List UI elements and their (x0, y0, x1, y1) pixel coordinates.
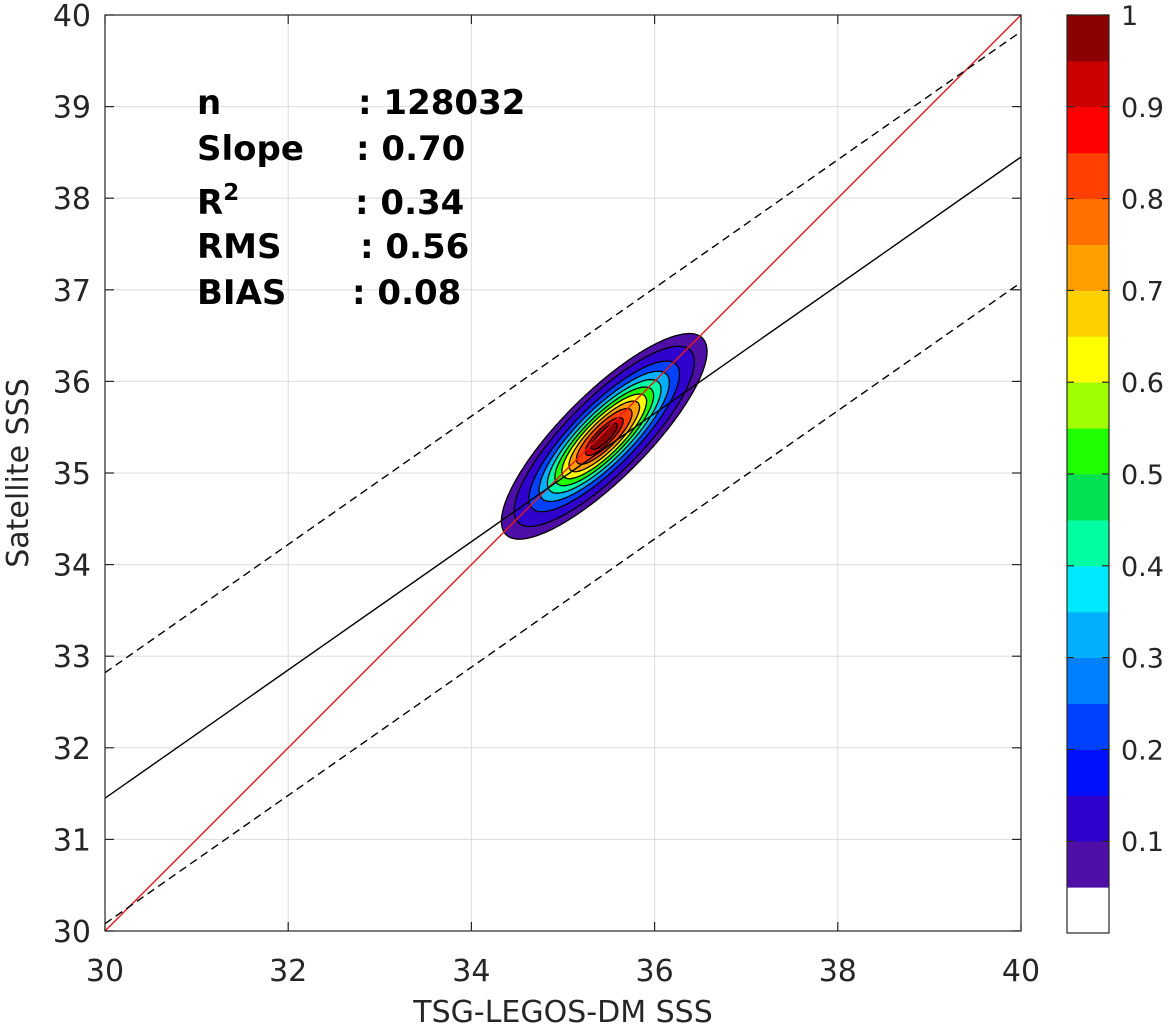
colorbar-bin (1067, 244, 1109, 291)
colorbar-bin (1067, 336, 1109, 383)
y-tick-label: 30 (53, 915, 91, 950)
colorbar-bin (1067, 15, 1109, 62)
colorbar-tick-label: 0.8 (1121, 185, 1164, 216)
upper-bound-line (105, 30, 1021, 674)
y-tick-label: 37 (53, 274, 91, 309)
lower-bound-line (105, 281, 1021, 925)
colorbar-bin (1067, 428, 1109, 475)
colorbar-tick-label: 0.5 (1121, 460, 1164, 491)
colorbar-tick-label: 0.3 (1121, 644, 1164, 675)
colorbar-bin (1067, 382, 1109, 429)
colorbar-tick-label: 0.9 (1121, 93, 1164, 124)
x-tick-label: 30 (86, 954, 124, 989)
y-tick-label: 33 (53, 640, 91, 675)
one-to-one-line (105, 15, 1021, 931)
y-tick-label: 38 (53, 182, 91, 217)
y-tick-label: 31 (53, 823, 91, 858)
stat-label: BIAS (197, 273, 286, 313)
colorbar-bin (1067, 565, 1109, 613)
reference-lines (105, 15, 1021, 931)
colorbar-bin (1067, 795, 1109, 842)
x-tick-label: 38 (819, 954, 857, 989)
colorbar-bin (1067, 703, 1109, 750)
stat-value: : 0.70 (356, 129, 465, 169)
stat-value: : 0.34 (355, 183, 464, 223)
stat-label: n (197, 83, 221, 123)
y-tick-label: 40 (53, 0, 91, 34)
stat-label: Slope (197, 129, 304, 169)
colorbar-tick-label: 1 (1121, 1, 1138, 32)
x-tick-label: 32 (269, 954, 307, 989)
contour-line-level-0 (500, 332, 708, 540)
stat-label: RMS (197, 227, 282, 267)
axis-ticks: 30 32 34 36 38 40 30 31 32 33 34 35 36 37 38 39 40 (53, 0, 1040, 989)
contour-line-level-6 (561, 393, 648, 480)
x-tick-label: 40 (1002, 954, 1040, 989)
colorbar-bin (1067, 198, 1109, 245)
y-axis-label: Satellite SSS (1, 378, 36, 568)
stat-value: : 0.56 (360, 227, 469, 267)
colorbar-tick-label: 0.6 (1121, 368, 1164, 399)
x-tick-label: 34 (452, 954, 490, 989)
colorbar-bin (1067, 519, 1109, 567)
y-tick-label: 39 (53, 91, 91, 126)
stat-value: : 128032 (358, 83, 525, 123)
colorbar-tick-label: 0.4 (1121, 552, 1164, 583)
colorbar-bin (1067, 841, 1109, 888)
colorbar-bin (1067, 290, 1109, 337)
y-tick-label: 34 (53, 549, 91, 584)
colorbar-bin (1067, 106, 1109, 154)
contour-line-level-2 (528, 360, 681, 513)
colorbar-bin (1067, 474, 1109, 521)
colorbar-bin (1067, 657, 1109, 704)
y-tick-label: 32 (53, 732, 91, 767)
y-tick-label: 35 (53, 457, 91, 492)
contour-line-level-3 (538, 370, 671, 503)
colorbar-bin (1067, 887, 1109, 934)
colorbar-bin (1067, 611, 1109, 659)
colorbar-tick-label: 0.7 (1121, 276, 1164, 307)
colorbar-tick-label: 0.2 (1121, 735, 1164, 766)
colorbar-bin (1067, 60, 1109, 108)
x-tick-label: 36 (636, 954, 674, 989)
y-tick-label: 36 (53, 365, 91, 400)
colorbar: 0.1 0.2 0.3 0.4 0.5 0.6 0.7 0.8 0.9 1 (1066, 1, 1164, 934)
density-contours (500, 332, 708, 540)
colorbar-bin (1067, 749, 1109, 796)
stat-value: : 0.08 (352, 273, 461, 313)
contour-line-level-9 (584, 416, 624, 457)
contour-line-level-1 (513, 345, 696, 528)
colorbar-bin (1067, 152, 1109, 200)
regression-line (105, 156, 1021, 799)
contour-line-level-8 (575, 407, 633, 465)
stat-superscript: 2 (223, 180, 239, 206)
grid-lines (104, 14, 1022, 932)
colorbar-tick-label: 0.1 (1121, 827, 1164, 858)
contour-line-level-4 (546, 378, 662, 494)
x-axis-label: TSG-LEGOS-DM SSS (412, 995, 713, 1028)
contour-line-level-5 (554, 386, 655, 487)
